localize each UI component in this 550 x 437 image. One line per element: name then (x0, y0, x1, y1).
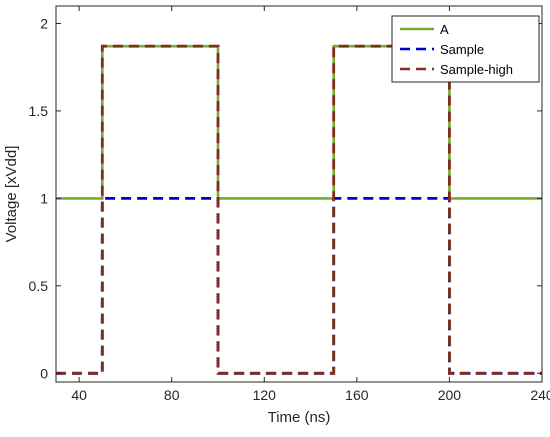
y-tick-label: 0.5 (29, 278, 49, 294)
x-axis-label: Time (ns) (268, 409, 331, 426)
x-axis-ticks: 40 80 120 160 200 240 (71, 6, 550, 403)
y-axis-ticks: 0 0.5 1 1.5 2 (29, 15, 542, 381)
y-axis-label: Voltage [xVdd] (3, 146, 20, 243)
x-tick-label: 200 (438, 387, 462, 403)
y-tick-label: 2 (40, 15, 48, 31)
x-tick-label: 120 (253, 387, 277, 403)
legend-label: Sample (440, 42, 484, 57)
x-tick-label: 40 (71, 387, 87, 403)
plot-frame (55, 5, 543, 383)
legend-label: Sample-high (440, 62, 513, 77)
legend: A Sample Sample-high (391, 15, 540, 83)
x-tick-label: 160 (345, 387, 369, 403)
legend-label: A (440, 22, 449, 37)
y-tick-label: 1.5 (29, 103, 49, 119)
series-line-sample-high (56, 44, 542, 375)
y-tick-label: 0 (40, 365, 48, 381)
x-tick-label: 240 (530, 387, 550, 403)
x-tick-label: 80 (164, 387, 180, 403)
series-layer (56, 44, 542, 375)
y-tick-label: 1 (40, 190, 48, 206)
